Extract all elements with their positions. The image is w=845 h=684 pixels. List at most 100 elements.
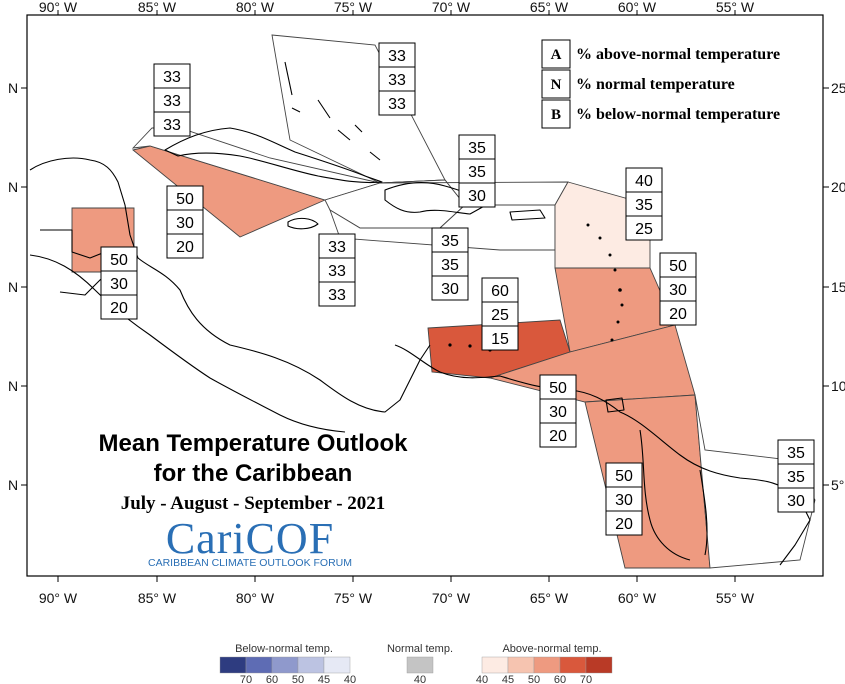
scale-normal-swatches: 40 [406,656,434,684]
value-windward-islands-above: 50 [669,258,687,275]
map-title: Mean Temperature Outlook [99,430,409,457]
x-tick-top: 70° W [432,0,471,15]
coast-guianas-inland [639,429,708,561]
value-gulf-north-west-below: 33 [163,117,181,134]
value-bahamas-below: 33 [388,96,406,113]
value-cell [539,398,577,424]
y-tick-left: N [8,378,18,394]
scale-value-above: 45 [502,674,514,684]
value-cell [166,185,204,211]
value-cell [458,134,496,160]
value-puerto-rico-normal: 35 [441,257,459,274]
value-abc-islands-above: 60 [491,283,509,300]
scale-swatch-above [585,656,613,674]
value-cell [605,486,643,512]
value-north-hispaniola-normal: 35 [468,164,486,181]
value-cell [539,422,577,448]
x-axis-top: 90° W 85° W 80° W 75° W 70° W 65° W 60° … [39,0,755,15]
scale-swatch-above [559,656,587,674]
x-tick-bottom: 65° W [530,590,569,606]
y-tick-left: N [8,477,18,493]
key: A N B % above-normal temperature % norma… [541,39,780,129]
key-text: % below-normal temperature [576,106,780,123]
value-north-hispaniola-below: 30 [468,188,486,205]
y-tick-left: N [8,80,18,96]
coast-trinidad [605,397,625,413]
value-windward-islands-normal: 30 [669,282,687,299]
scale-value-below: 50 [292,674,304,684]
value-guianas-above: 50 [615,468,633,485]
value-bahamas-above: 33 [388,48,406,65]
x-tick-top: 85° W [138,0,177,15]
x-tick-top: 55° W [716,0,755,15]
value-leeward-islands-below: 25 [635,221,653,238]
x-tick-bottom: 70° W [432,590,471,606]
value-cell [378,66,416,92]
value-trinidad-venezuela-below: 20 [549,428,567,445]
value-cell [166,209,204,235]
y-tick-right: 5° [831,477,844,493]
key-text: % above-normal temperature [576,46,780,63]
scale-below-swatches: 70 60 50 45 40 [219,656,356,684]
value-cell [481,325,519,351]
value-cell [318,257,356,283]
scale-swatch-below [245,656,273,674]
value-cell [318,281,356,307]
map-period: July - August - September - 2021 [121,493,386,514]
value-cayman-western-cuba-normal: 30 [176,215,194,232]
scale-swatch-below [323,656,351,674]
value-cell [431,275,469,301]
scale-value-below: 40 [344,674,356,684]
scale-value-below: 60 [266,674,278,684]
value-cell [378,42,416,68]
value-windward-islands-below: 20 [669,306,687,323]
scale-value-above: 60 [554,674,566,684]
key-text: % normal temperature [576,76,735,93]
value-trinidad-venezuela-normal: 30 [549,404,567,421]
scale-swatch-above [533,656,561,674]
map-subtitle: for the Caribbean [154,460,353,487]
x-tick-top: 75° W [334,0,373,15]
value-cell [378,90,416,116]
value-cell [659,300,697,326]
value-cell [458,182,496,208]
value-gulf-north-west-normal: 33 [163,93,181,110]
value-jamaica-haiti-above: 33 [328,239,346,256]
scale-above-swatches: 40 45 50 60 70 [476,656,613,684]
value-gulf-north-west-above: 33 [163,69,181,86]
y-tick-left: N [8,279,18,295]
scale-value-below: 45 [318,674,330,684]
key-letter: N [551,77,562,93]
value-cell [605,462,643,488]
scale-above-label: Above-normal temp. [502,643,601,655]
value-jamaica-haiti-below: 33 [328,287,346,304]
value-cell [166,233,204,259]
scale-swatch-below [219,656,247,674]
coast-mexico-central-america [29,157,431,413]
x-tick-bottom: 85° W [138,590,177,606]
y-tick-right: 10 [831,378,845,394]
x-tick-bottom: 75° W [334,590,373,606]
logo-tagline: CARIBBEAN CLIMATE OUTLOOK FORUM [148,557,352,569]
scale-normal-label: Normal temp. [387,643,453,655]
y-tick-right: 20 [831,179,845,195]
scale-swatch-above [507,656,535,674]
value-puerto-rico-above: 35 [441,233,459,250]
x-tick-top: 80° W [236,0,275,15]
value-jamaica-haiti-normal: 33 [328,263,346,280]
coast-puerto-rico [509,209,546,221]
y-tick-right: 15 [831,279,845,295]
scale-value-above: 50 [528,674,540,684]
zone-french-guiana [694,394,816,569]
value-cell [777,487,815,513]
scale-below-label: Below-normal temp. [235,643,333,655]
x-tick-top: 60° W [618,0,657,15]
x-tick-bottom: 90° W [39,590,78,606]
value-abc-islands-normal: 25 [491,307,509,324]
x-axis-bottom: 90° W 85° W 80° W 75° W 70° W 65° W 60° … [39,576,755,606]
coast-south-america [394,344,811,566]
value-cell [431,251,469,277]
value-french-guiana-above: 35 [787,445,805,462]
scale-value-normal: 40 [414,674,426,684]
forecast-zones [71,34,816,569]
